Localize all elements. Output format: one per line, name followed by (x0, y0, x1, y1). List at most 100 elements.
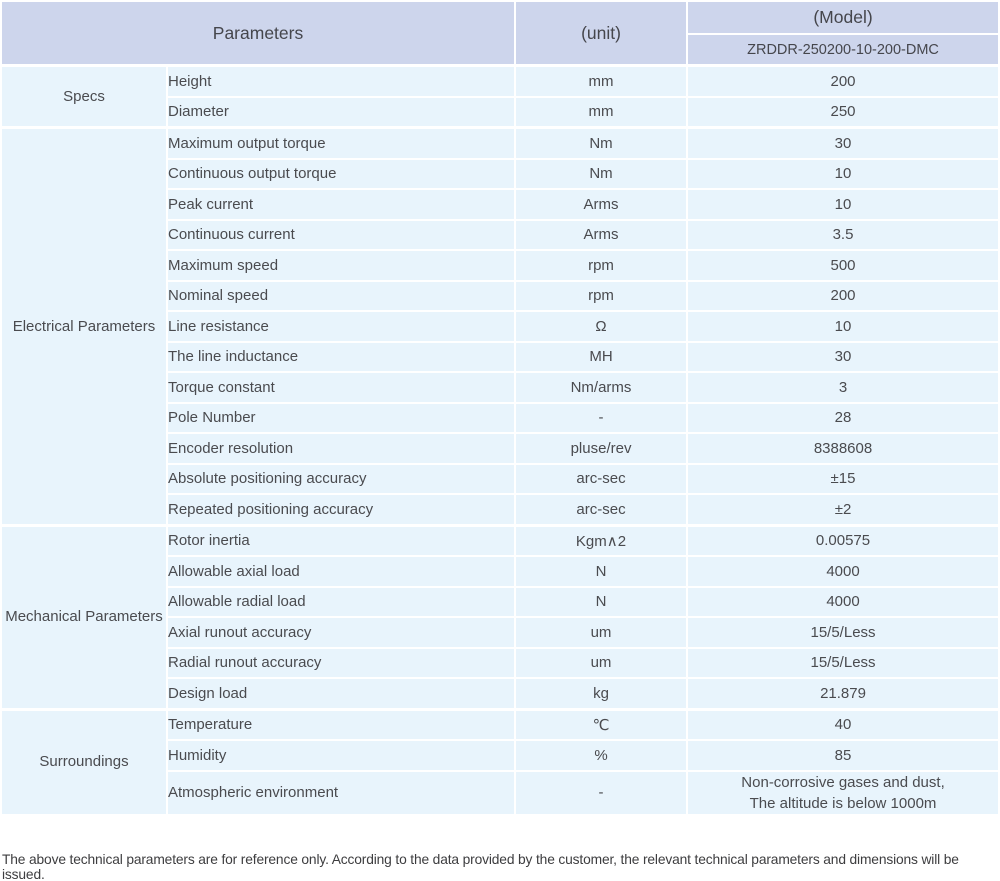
footnote: The above technical parameters are for r… (2, 852, 959, 881)
table-row: Radial runout accuracy um 15/5/Less (2, 646, 999, 678)
parameter-cell: Maximum output torque (165, 126, 516, 159)
value-cell: 4000 (686, 555, 999, 587)
unit-cell: pluse/rev (514, 432, 688, 464)
table-row: Nominal speed rpm 200 (2, 279, 999, 311)
value-cell: 15/5/Less (686, 646, 999, 678)
table-row: Absolute positioning accuracy arc-sec ±15 (2, 462, 999, 494)
unit-cell: N (514, 555, 688, 587)
model-header: (Model) (686, 2, 999, 35)
table-row: Line resistance Ω 10 (2, 310, 999, 342)
parameter-cell: Radial runout accuracy (165, 646, 516, 678)
unit-cell: % (514, 739, 688, 771)
parameter-cell: Design load (165, 677, 516, 709)
table-row: Allowable axial load N 4000 (2, 555, 999, 587)
value-cell: 3.5 (686, 218, 999, 250)
section-label: Mechanical Parameters (2, 523, 167, 709)
value-cell: 28 (686, 401, 999, 433)
parameter-cell: Repeated positioning accuracy (165, 493, 516, 525)
parameter-cell: Torque constant (165, 371, 516, 403)
parameter-cell: Axial runout accuracy (165, 616, 516, 648)
table-row: Electrical Parameters Maximum output torq… (2, 126, 999, 525)
value-cell: 30 (686, 340, 999, 372)
parameter-cell: Atmospheric environment (165, 769, 516, 814)
table-row: Allowable radial load N 4000 (2, 585, 999, 617)
table-row: Diameter mm 250 (2, 95, 999, 128)
parameter-cell: Height (165, 64, 516, 97)
value-cell: 500 (686, 249, 999, 281)
unit-cell: N (514, 585, 688, 617)
unit-cell: Arms (514, 218, 688, 250)
unit-cell: um (514, 646, 688, 678)
table-row: Continuous output torque Nm 10 (2, 157, 999, 189)
table-row: Design load kg 21.879 (2, 677, 999, 709)
table-row: Peak current Arms 10 (2, 188, 999, 220)
parameter-cell: Maximum speed (165, 249, 516, 281)
unit-cell: arc-sec (514, 493, 688, 525)
unit-cell: Arms (514, 188, 688, 220)
table-row: Maximum speed rpm 500 (2, 249, 999, 281)
table-row: Repeated positioning accuracy arc-sec ±2 (2, 493, 999, 525)
unit-cell: mm (514, 64, 688, 97)
section-label: Specs (2, 64, 167, 128)
unit-cell: Nm (514, 157, 688, 189)
parameter-cell: Allowable radial load (165, 585, 516, 617)
value-cell: 10 (686, 310, 999, 342)
unit-cell: ℃ (514, 707, 688, 740)
table-row: Encoder resolution pluse/rev 8388608 (2, 432, 999, 464)
parameter-cell: Continuous current (165, 218, 516, 250)
table-row: Surroundings Temperature ℃ 40 (2, 707, 999, 814)
section-label: Surroundings (2, 707, 167, 814)
parameter-cell: Nominal speed (165, 279, 516, 311)
parameter-cell: Diameter (165, 95, 516, 128)
unit-cell: arc-sec (514, 462, 688, 494)
value-cell: ±2 (686, 493, 999, 525)
table-row: Atmospheric environment - Non-corrosive ga… (2, 769, 999, 814)
value-cell: 10 (686, 188, 999, 220)
value-cell: 15/5/Less (686, 616, 999, 648)
value-cell: 200 (686, 64, 999, 97)
header-row-2: ZRDDR-250200-10-200-DMC (2, 34, 999, 66)
value-cell: 85 (686, 739, 999, 771)
table-body: Specs Height mm 200 Diameter mm 250 Electrical … (2, 64, 999, 814)
value-cell: 21.879 (686, 677, 999, 709)
parameter-cell: The line inductance (165, 340, 516, 372)
parameter-cell: Line resistance (165, 310, 516, 342)
parameter-cell: Continuous output torque (165, 157, 516, 189)
unit-cell: rpm (514, 279, 688, 311)
table-row: Axial runout accuracy um 15/5/Less (2, 616, 999, 648)
value-cell: Non-corrosive gases and dust, The altitu… (686, 769, 999, 814)
value-cell: ±15 (686, 462, 999, 494)
unit-cell: rpm (514, 249, 688, 281)
parameter-cell: Peak current (165, 188, 516, 220)
parameter-cell: Absolute positioning accuracy (165, 462, 516, 494)
value-cell: 4000 (686, 585, 999, 617)
table-row: The line inductance MH 30 (2, 340, 999, 372)
unit-cell: mm (514, 95, 688, 128)
model-number: ZRDDR-250200-10-200-DMC (686, 34, 999, 66)
table-header: Parameters (unit) (Model) ZRDDR-250200-1… (2, 2, 999, 66)
unit-cell: - (514, 401, 688, 433)
unit-cell: MH (514, 340, 688, 372)
value-cell: 250 (686, 95, 999, 128)
value-cell: 10 (686, 157, 999, 189)
value-cell: 3 (686, 371, 999, 403)
parameter-cell: Humidity (165, 739, 516, 771)
unit-cell: Nm/arms (514, 371, 688, 403)
parameter-cell: Allowable axial load (165, 555, 516, 587)
unit-cell: Ω (514, 310, 688, 342)
value-cell: 200 (686, 279, 999, 311)
value-cell: 30 (686, 126, 999, 159)
header-row-1: Parameters (unit) (Model) (2, 2, 999, 66)
table-row: Torque constant Nm/arms 3 (2, 371, 999, 403)
table-row: Humidity% 85 (2, 739, 999, 771)
spec-table: Parameters (unit) (Model) ZRDDR-250200-1… (2, 2, 999, 814)
unit-cell: Nm (514, 126, 688, 159)
unit-cell: - (514, 769, 688, 814)
unit-cell: Kgm∧2 (514, 523, 688, 556)
parameter-cell: Rotor inertia (165, 523, 516, 556)
table-row: Specs Height mm 200 (2, 64, 999, 128)
parameter-cell: Temperature (165, 707, 516, 740)
table-row: Continuous current Arms 3.5 (2, 218, 999, 250)
parameter-cell: Encoder resolution (165, 432, 516, 464)
